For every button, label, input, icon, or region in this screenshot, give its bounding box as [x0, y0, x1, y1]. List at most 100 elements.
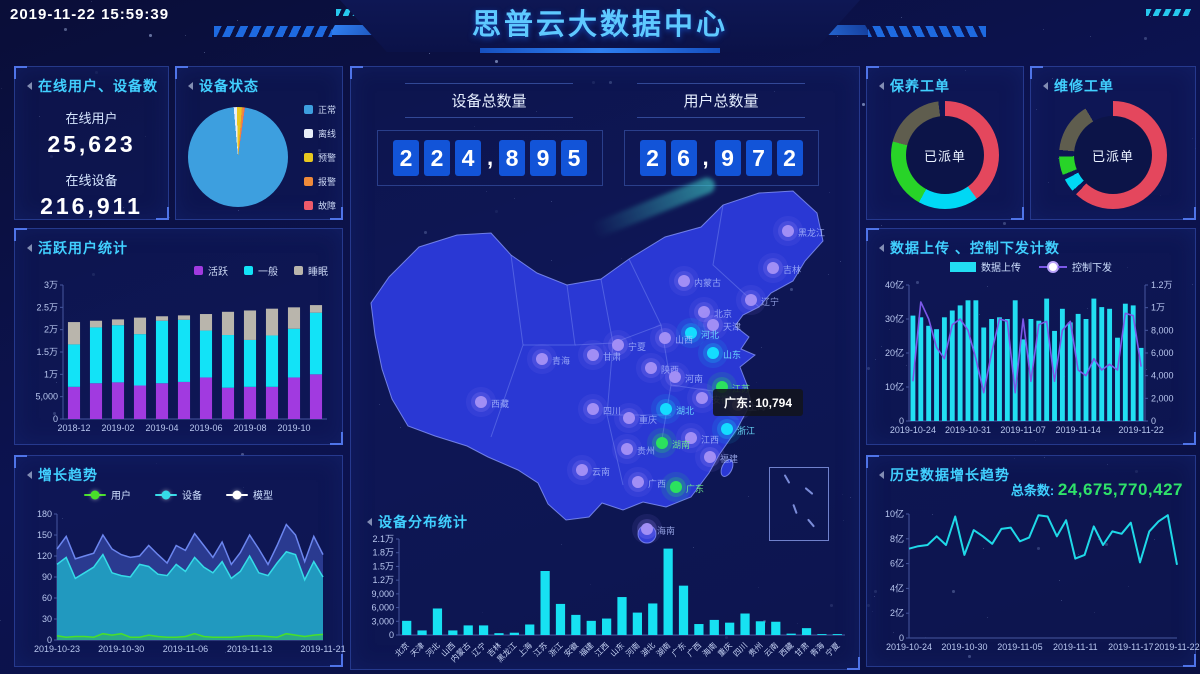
panel-title-icon [879, 471, 884, 479]
legend-dot [161, 490, 171, 499]
upload-control-combo-chart[interactable]: 0 10亿 20亿 30亿 40亿 0 2,000 4,000 6,000 8,000 1万 1.2万… [871, 279, 1191, 439]
map-marker-北京[interactable] [698, 306, 710, 318]
map-marker-label: 天津 [723, 322, 742, 332]
legend-item[interactable]: 睡眠 [294, 263, 328, 278]
maintenance-donut-chart[interactable]: 已派单 [891, 101, 999, 209]
map-marker-西藏[interactable] [475, 396, 487, 408]
legend-item[interactable]: 数据上传 [950, 259, 1021, 274]
china-map[interactable]: 黑龙江吉林辽宁内蒙古北京天津河北山西山东宁夏甘肃青海西藏陕西河南四川重庆湖北安徽… [361, 175, 851, 557]
svg-text:宁夏: 宁夏 [823, 640, 841, 658]
map-marker-福建[interactable] [704, 451, 716, 463]
map-marker-吉林[interactable] [767, 262, 779, 274]
device-status-pie-chart[interactable] [188, 107, 288, 207]
map-marker-海南[interactable] [641, 523, 653, 535]
panel-title-icon [27, 82, 32, 90]
panel-title: 在线用户、设备数 [38, 78, 158, 94]
device-total-label: 设备总数量 [405, 83, 573, 118]
map-marker-浙江[interactable] [721, 423, 733, 435]
svg-text:海南: 海南 [700, 640, 718, 658]
map-marker-重庆[interactable] [623, 412, 635, 424]
south-china-sea-inset [769, 467, 829, 541]
svg-text:福建: 福建 [577, 640, 595, 658]
map-marker-湖北[interactable] [660, 403, 672, 415]
panel-title: 历史数据增长趋势 [890, 467, 1010, 483]
map-marker-天津[interactable] [707, 319, 719, 331]
growth-trend-area-chart[interactable]: 0 30 60 90 120 150 180 2019-10-23 2019-10-30 2019… [23, 508, 346, 658]
map-marker-山东[interactable] [707, 347, 719, 359]
active-users-stacked-bar-chart[interactable]: 0 5,000 1万 1.5万 2万 2.5万 3万 2018-12 2019-02 2019-0… [23, 279, 335, 437]
panel-title: 设备状态 [199, 78, 259, 94]
map-marker-甘肃[interactable] [587, 349, 599, 361]
map-marker-广西[interactable] [632, 476, 644, 488]
map-marker-山西[interactable] [659, 332, 671, 344]
user-total-label: 用户总数量 [637, 83, 805, 118]
map-marker-贵州[interactable] [621, 443, 633, 455]
device-distribution-bar-chart[interactable]: 03,0006,0009,0001.2万1.5万1.8万2.1万北京天津河北山西… [359, 533, 853, 665]
map-marker-label: 山东 [723, 350, 742, 360]
legend-item[interactable]: 预警 [303, 151, 336, 164]
svg-text:西藏: 西藏 [777, 640, 795, 658]
panel-active-users: 活跃用户统计 活跃 一般 睡眠 0 5,000 1万 1.5万 2万 2.5万 3万 2018… [14, 228, 343, 445]
legend-item[interactable]: 活跃 [194, 263, 228, 278]
map-marker-云南[interactable] [576, 464, 588, 476]
legend-item[interactable]: 设备 [155, 487, 202, 502]
panel-maintenance-orders: 保养工单 已派单 [866, 66, 1024, 220]
map-marker-辽宁[interactable] [745, 294, 757, 306]
panel-title: 维修工单 [1054, 78, 1114, 94]
legend-line [155, 490, 177, 499]
map-marker-宁夏[interactable] [612, 339, 624, 351]
title-container: 思普云大数据中心 [340, 0, 860, 52]
panel-title-icon [27, 244, 32, 252]
svg-text:30亿: 30亿 [885, 313, 904, 324]
svg-text:云南: 云南 [762, 640, 780, 658]
legend-item[interactable]: 故障 [303, 199, 336, 212]
map-marker-label: 重庆 [639, 415, 658, 425]
svg-text:30: 30 [42, 614, 52, 624]
legend-swatch [303, 201, 313, 210]
map-marker-label: 青海 [552, 356, 571, 366]
svg-text:2019-11-05: 2019-11-05 [997, 642, 1042, 652]
map-marker-安徽[interactable] [696, 392, 708, 404]
svg-text:1.5万: 1.5万 [372, 561, 394, 571]
map-marker-青海[interactable] [536, 353, 548, 365]
svg-text:2019-11-22: 2019-11-22 [1118, 425, 1163, 435]
svg-text:2019-02: 2019-02 [101, 423, 134, 433]
map-marker-湖南[interactable] [656, 437, 668, 449]
legend-item[interactable]: 报警 [303, 175, 336, 188]
svg-text:2万: 2万 [44, 325, 58, 335]
svg-text:天津: 天津 [408, 640, 426, 658]
panel-title: 保养工单 [890, 78, 950, 94]
map-marker-label: 江西 [701, 435, 720, 445]
svg-text:8,000: 8,000 [1151, 325, 1174, 335]
legend-item[interactable]: 控制下发 [1039, 259, 1112, 274]
svg-text:2019-11-06: 2019-11-06 [163, 644, 208, 654]
history-growth-line-chart[interactable]: 0 2亿 4亿 6亿 8亿 10亿 2019-10-24 2019-10-30 2019-11-… [873, 506, 1200, 656]
map-marker-陕西[interactable] [645, 362, 657, 374]
map-marker-内蒙古[interactable] [678, 275, 690, 287]
map-marker-四川[interactable] [587, 403, 599, 415]
legend-label: 控制下发 [1072, 263, 1112, 274]
legend-item[interactable]: 正常 [303, 103, 336, 116]
svg-text:2.1万: 2.1万 [372, 534, 394, 544]
map-marker-label: 陕西 [661, 365, 680, 375]
svg-text:9,000: 9,000 [371, 589, 394, 599]
legend-line [226, 490, 248, 499]
page-title: 思普云大数据中心 [471, 9, 728, 41]
legend-label: 故障 [317, 201, 336, 211]
panel-title: 增长趋势 [38, 467, 98, 483]
map-marker-广东[interactable] [670, 481, 682, 493]
map-marker-江西[interactable] [685, 432, 697, 444]
digit-box: 2 [639, 140, 666, 176]
svg-text:2.5万: 2.5万 [36, 302, 58, 312]
online-devices-label: 在线设备 [65, 173, 118, 188]
legend-item[interactable]: 模型 [226, 487, 273, 502]
repair-donut-chart[interactable]: 已派单 [1059, 101, 1167, 209]
map-marker-黑龙江[interactable] [782, 225, 794, 237]
map-marker-河北[interactable] [685, 327, 697, 339]
map-marker-河南[interactable] [669, 371, 681, 383]
legend-item[interactable]: 一般 [244, 263, 278, 278]
legend-item[interactable]: 用户 [84, 487, 131, 502]
legend-item[interactable]: 离线 [303, 127, 336, 140]
